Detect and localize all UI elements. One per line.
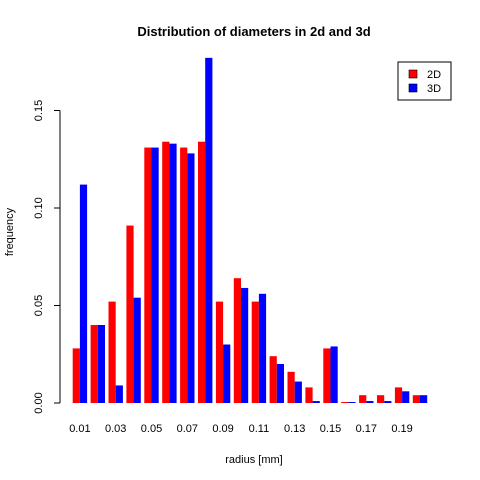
legend-swatch-2d xyxy=(408,69,418,79)
bar-3d-0.17 xyxy=(366,401,374,403)
bars-group xyxy=(72,57,428,403)
bar-3d-0.05 xyxy=(151,147,159,403)
bar-3d-0.04 xyxy=(133,297,141,403)
y-tick-label: 0.05 xyxy=(33,295,45,316)
legend-box xyxy=(397,61,452,101)
legend-swatch-3d xyxy=(408,83,418,93)
bar-3d-0.19 xyxy=(402,391,410,403)
bar-2d-0.07 xyxy=(180,147,188,403)
x-tick-label: 0.09 xyxy=(212,423,233,435)
bar-2d-0.05 xyxy=(144,147,152,403)
legend-label-3d: 3D xyxy=(427,83,441,95)
bar-3d-0.07 xyxy=(187,153,195,403)
legend-label-2d: 2D xyxy=(427,69,441,81)
x-tick-label: 0.13 xyxy=(284,423,305,435)
bar-3d-0.11 xyxy=(258,293,267,403)
bar-2d-0.11 xyxy=(251,301,259,403)
y-tick-label: 0.00 xyxy=(33,392,45,413)
bar-3d-0.12 xyxy=(276,364,284,403)
y-tick-label: 0.15 xyxy=(33,100,45,121)
bar-3d-0.08 xyxy=(205,57,213,403)
bar-2d-0.09 xyxy=(215,301,224,403)
bar-3d-0.03 xyxy=(115,385,123,403)
x-tick-label: 0.01 xyxy=(69,423,90,435)
x-tick-label: 0.11 xyxy=(249,423,270,435)
bar-2d-0.18 xyxy=(377,395,385,403)
x-axis: 0.01 0.03 0.05 0.07 0.09 0.11 0.13 0.15 0.17 0.19 xyxy=(69,423,413,435)
bar-3d-0.15 xyxy=(330,346,338,403)
bar-3d-0.01 xyxy=(79,184,88,403)
bar-2d-0.16 xyxy=(341,402,349,403)
bar-2d-0.04 xyxy=(126,225,134,403)
y-axis: 0.00 0.05 0.10 0.15 xyxy=(33,100,61,414)
bar-2d-0.13 xyxy=(287,371,295,403)
x-tick-label: 0.17 xyxy=(356,423,377,435)
bar-3d-0.20 xyxy=(420,395,428,403)
bar-3d-0.02 xyxy=(97,325,105,403)
bar-2d-0.12 xyxy=(269,356,277,403)
bar-2d-0.14 xyxy=(305,387,313,403)
bar-2d-0.19 xyxy=(394,387,403,403)
x-tick-label: 0.03 xyxy=(105,423,126,435)
bar-2d-0.15 xyxy=(323,348,331,403)
x-axis-label: radius [mm] xyxy=(225,454,282,466)
x-tick-label: 0.15 xyxy=(320,423,341,435)
bar-3d-0.06 xyxy=(169,143,177,403)
bar-3d-0.14 xyxy=(312,401,320,403)
x-tick-label: 0.07 xyxy=(177,423,198,435)
bar-2d-0.02 xyxy=(90,325,98,403)
bar-2d-0.06 xyxy=(162,141,170,403)
y-tick-label: 0.10 xyxy=(33,197,45,218)
bar-3d-0.10 xyxy=(241,287,249,403)
bar-3d-0.18 xyxy=(384,401,392,403)
x-tick-label: 0.19 xyxy=(391,423,412,435)
bar-2d-0.17 xyxy=(359,395,367,403)
bar-2d-0.10 xyxy=(233,278,241,403)
x-tick-label: 0.05 xyxy=(141,423,162,435)
bar-3d-0.09 xyxy=(223,344,231,403)
chart-title: Distribution of diameters in 2d and 3d xyxy=(137,24,370,39)
bar-2d-0.08 xyxy=(198,141,206,403)
bar-2d-0.01 xyxy=(72,348,80,403)
bar-3d-0.16 xyxy=(348,402,356,403)
y-axis-label: frequency xyxy=(4,207,16,256)
bar-2d-0.20 xyxy=(412,395,420,403)
bar-3d-0.13 xyxy=(294,381,302,403)
bar-2d-0.03 xyxy=(108,301,116,403)
